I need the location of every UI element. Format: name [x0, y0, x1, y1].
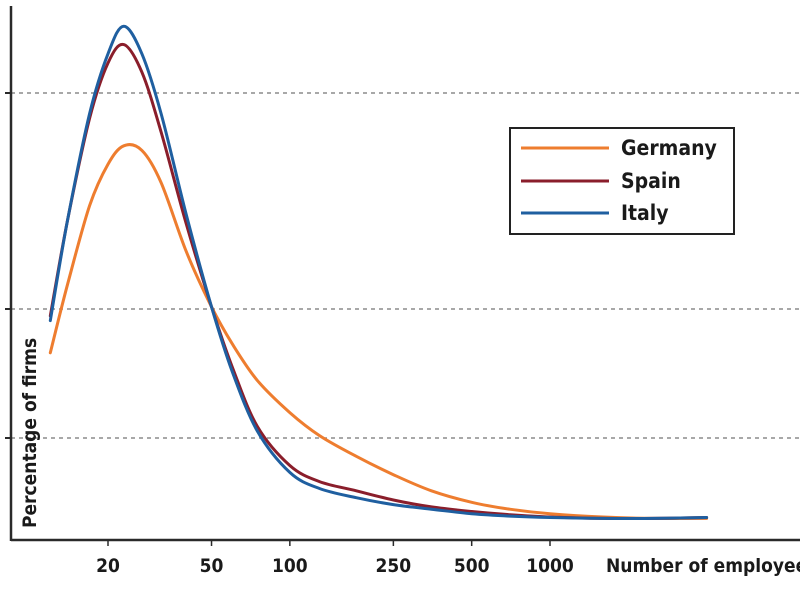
legend: Germany Spain Italy [509, 127, 735, 235]
x-tick-label: 250 [376, 555, 412, 577]
legend-label-spain: Spain [621, 169, 681, 193]
y-axis-label: Percentage of firms [19, 338, 41, 528]
x-axis-label: Number of employees [606, 555, 800, 577]
x-axis-ticks: 20 50 100 250 500 1000 [96, 540, 574, 577]
series-lines [48, 24, 709, 521]
x-tick-label: 50 [200, 555, 224, 577]
series-line-italy [48, 24, 709, 521]
x-tick-label: 1000 [526, 555, 574, 577]
gridlines [5, 92, 800, 439]
series-line-spain [48, 42, 709, 521]
x-tick-label: 100 [272, 555, 308, 577]
series-line-germany [48, 143, 709, 520]
legend-label-italy: Italy [621, 201, 669, 225]
legend-label-germany: Germany [621, 136, 717, 160]
x-tick-label: 500 [454, 555, 490, 577]
x-tick-label: 20 [96, 555, 120, 577]
